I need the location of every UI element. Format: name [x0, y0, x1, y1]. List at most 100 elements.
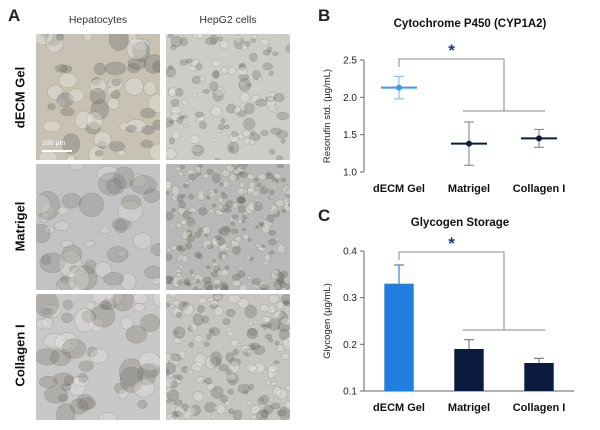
- cell-blob: [273, 360, 280, 365]
- cell-blob: [252, 190, 260, 197]
- cell-blob: [231, 131, 238, 138]
- cell-blob: [252, 319, 258, 325]
- cell-blob: [228, 360, 240, 374]
- cell-blob: [276, 388, 288, 400]
- cell-blob: [166, 353, 174, 362]
- cell-blob: [258, 221, 263, 226]
- cell-blob: [179, 37, 188, 47]
- cell-blob: [225, 170, 230, 174]
- cell-blob: [265, 323, 273, 328]
- cell-blob: [268, 229, 276, 236]
- cell-blob: [224, 265, 230, 270]
- cell-blob: [72, 375, 90, 387]
- cell-blob: [174, 87, 184, 97]
- cell-blob: [197, 190, 205, 199]
- cell-blob: [240, 42, 249, 51]
- cell-blob: [260, 283, 270, 290]
- cell-blob: [276, 164, 284, 169]
- cell-blob: [191, 34, 204, 39]
- chart-glycogen-storage: Glycogen Storage Glycogen (µg/mL) 0.1 0.2 0.…: [322, 217, 574, 414]
- cell-blob: [246, 253, 252, 258]
- cell-blob: [242, 188, 248, 194]
- cell-blob: [206, 244, 214, 250]
- cell-blob: [166, 247, 172, 253]
- cell-blob: [241, 129, 251, 137]
- cell-blob: [76, 394, 94, 411]
- cell-blob: [249, 130, 256, 136]
- cell-blob: [194, 251, 202, 258]
- category-label-collagen-i: Collagen I: [513, 402, 566, 414]
- cell-blob: [247, 327, 257, 336]
- cell-blob: [38, 375, 58, 389]
- cell-blob: [264, 173, 274, 180]
- cell-blob: [130, 173, 147, 187]
- micrograph-background: [166, 34, 290, 160]
- point-matrigel: [466, 140, 472, 147]
- cell-blob: [238, 74, 250, 81]
- cell-blob: [238, 196, 246, 204]
- cell-blob: [217, 123, 225, 131]
- cell-blob: [225, 308, 236, 318]
- cell-blob: [238, 171, 244, 176]
- cell-blob: [216, 285, 226, 290]
- cell-blob: [280, 352, 290, 360]
- cell-blob: [89, 87, 106, 105]
- cell-blob: [181, 366, 189, 373]
- cell-blob: [238, 181, 246, 188]
- cell-blob: [241, 345, 253, 354]
- cell-blob: [177, 374, 184, 381]
- cell-blob: [198, 227, 205, 233]
- cell-blob: [243, 137, 251, 145]
- cell-blob: [248, 342, 261, 351]
- cell-blob: [183, 172, 189, 176]
- cell-blob: [91, 294, 113, 305]
- cell-blob: [204, 37, 217, 46]
- cell-blob: [182, 303, 194, 316]
- significance-bracket: [398, 251, 505, 330]
- cell-blob: [177, 254, 185, 260]
- cell-blob: [42, 225, 55, 235]
- cell-blob: [259, 38, 270, 46]
- cell-blob: [195, 278, 201, 284]
- cell-blob: [199, 121, 208, 129]
- cell-blob: [183, 367, 191, 374]
- cell-blob: [166, 413, 176, 420]
- cell-blob: [196, 34, 205, 40]
- cell-blob: [241, 227, 247, 232]
- cell-blob: [218, 364, 229, 372]
- cell-blob: [166, 184, 173, 192]
- cell-blob: [263, 218, 273, 228]
- cell-blob: [225, 411, 231, 416]
- cell-blob: [269, 205, 279, 215]
- cell-blob: [233, 35, 243, 44]
- cell-blob: [274, 237, 280, 242]
- cell-blob: [277, 409, 287, 417]
- cell-blob: [214, 284, 220, 289]
- cell-blob: [216, 237, 226, 246]
- cell-blob: [121, 194, 142, 210]
- cell-blob: [40, 34, 49, 37]
- cell-blob: [111, 218, 132, 231]
- cell-blob: [39, 211, 51, 223]
- cell-blob: [236, 195, 245, 204]
- row-label-collagen-i: Collagen I: [12, 324, 28, 387]
- cell-blob: [82, 34, 93, 42]
- cell-blob: [176, 194, 184, 203]
- cell-blob: [204, 233, 209, 237]
- row-label-matrigel: Matrigel: [12, 201, 28, 252]
- cell-blob: [237, 133, 245, 140]
- cell-blob: [254, 413, 262, 420]
- cell-blob: [243, 348, 252, 357]
- cell-blob: [79, 397, 97, 410]
- cell-blob: [132, 232, 152, 250]
- cell-blob: [256, 409, 269, 420]
- cell-blob: [243, 390, 249, 395]
- cell-blob: [113, 166, 135, 189]
- chart-title: Glycogen Storage: [411, 217, 509, 229]
- cell-blob: [170, 98, 180, 107]
- cell-blob: [93, 62, 107, 76]
- cell-blob: [255, 98, 267, 107]
- cell-blob: [268, 372, 274, 379]
- cell-blob: [187, 325, 194, 332]
- panel-c-letter: C: [318, 206, 331, 225]
